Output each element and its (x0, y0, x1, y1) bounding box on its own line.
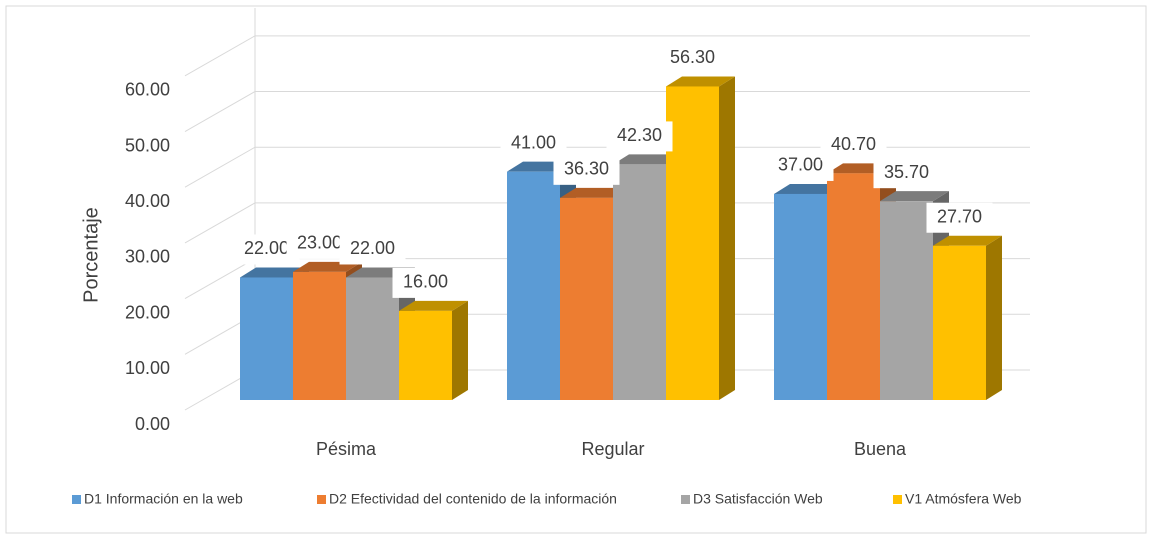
data-label: 56.30 (670, 47, 715, 67)
bar-front (293, 271, 346, 400)
data-label: 27.70 (937, 206, 982, 226)
bar-top (774, 183, 843, 194)
bar (399, 300, 468, 400)
legend-swatch (72, 495, 81, 504)
legend-swatch (681, 495, 690, 504)
bar-front (774, 193, 827, 400)
data-label: 36.30 (564, 159, 609, 179)
data-label: 22.00 (350, 238, 395, 258)
bar-side (986, 235, 1002, 400)
data-label: 16.00 (403, 272, 448, 292)
bar-front (240, 277, 293, 400)
x-tick-label: Pésima (316, 439, 377, 459)
bar-side (452, 300, 468, 400)
bar-front (827, 173, 880, 400)
data-label-box (606, 121, 673, 152)
data-label-box (553, 154, 620, 185)
bar-side (719, 76, 735, 401)
data-label-box (873, 158, 940, 189)
y-tick-label: 60.00 (125, 80, 170, 100)
legend-label: D3 Satisfacción Web (693, 491, 823, 507)
data-label-box (820, 130, 887, 161)
legend-swatch (317, 495, 326, 504)
bar (933, 235, 1002, 400)
data-label: 40.70 (831, 134, 876, 154)
bar-top (240, 267, 309, 278)
bar-front (560, 197, 613, 400)
bar-front (880, 201, 933, 400)
bar-top (613, 154, 682, 165)
bar-front (346, 277, 399, 400)
data-label: 37.00 (778, 155, 823, 175)
y-tick-label: 30.00 (125, 247, 170, 267)
bar-front (399, 310, 452, 400)
data-label: 23.00 (297, 233, 342, 253)
data-label: 41.00 (511, 132, 556, 152)
y-axis-title: Porcentaje (80, 207, 102, 303)
data-label-box (926, 202, 993, 233)
bar-front (613, 164, 666, 400)
y-tick-label: 40.00 (125, 191, 170, 211)
bar-top (666, 76, 735, 87)
data-label-box (659, 43, 726, 74)
y-tick-label: 10.00 (125, 358, 170, 378)
bar-front (933, 245, 986, 400)
x-tick-label: Buena (854, 439, 907, 459)
y-tick-label: 50.00 (125, 135, 170, 155)
legend-swatch (893, 495, 902, 504)
data-label: 35.70 (884, 162, 929, 182)
y-tick-label: 20.00 (125, 302, 170, 322)
legend-label: D2 Efectividad del contenido de la infor… (329, 491, 617, 507)
bar-top (933, 235, 1002, 246)
bar-top (399, 300, 468, 311)
data-label: 42.30 (617, 125, 662, 145)
data-label-box (500, 128, 567, 159)
x-tick-label: Regular (581, 439, 644, 459)
bar-top (560, 187, 629, 198)
legend-label: V1 Atmósfera Web (905, 491, 1022, 507)
bar (666, 76, 735, 401)
data-label-box (392, 267, 459, 298)
data-label-box (339, 234, 406, 265)
bar-front (507, 171, 560, 400)
legend-label: D1 Información en la web (84, 491, 243, 507)
data-label: 22.00 (244, 238, 289, 258)
y-tick-label: 0.00 (135, 414, 170, 434)
bar-front (666, 86, 719, 401)
bar-top (880, 191, 949, 202)
